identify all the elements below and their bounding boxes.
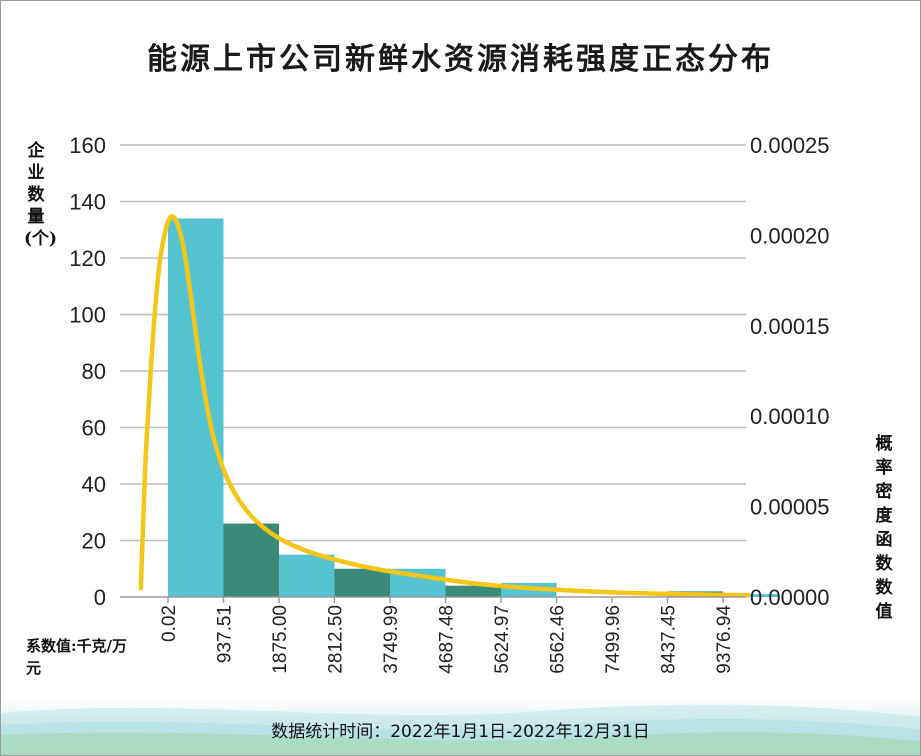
density-curve [138, 214, 751, 598]
x-tick-label: 9376.94 [714, 605, 735, 674]
histogram-bar [445, 585, 501, 597]
histogram-bar [168, 218, 224, 597]
x-tick-label: 8437.45 [659, 605, 680, 674]
histogram-bar [334, 568, 390, 597]
x-tick-label: 0.02 [159, 605, 180, 642]
y-tick-label: 100 [69, 303, 106, 328]
histogram-bar [723, 594, 779, 597]
histogram-bar [223, 523, 279, 597]
y-tick-label: 140 [69, 190, 106, 215]
x-axis-unit-label: 系数值:千克/万元 [26, 637, 128, 677]
y-tick-label: 0 [94, 585, 106, 610]
y-axis-label-right: 概率密度函数数值 [875, 434, 893, 622]
y2-tick-label: 0.00020 [750, 223, 830, 248]
histogram-bar [279, 554, 335, 597]
y2-tick-label: 0.00010 [750, 404, 830, 429]
x-tick-label: 6562.46 [548, 605, 569, 674]
y2-tick-label: 0.00015 [750, 314, 830, 339]
histogram-bars [168, 218, 779, 597]
y2-tick-label: 0.00005 [750, 495, 830, 520]
chart-title: 能源上市公司新鲜水资源消耗强度正态分布 [147, 42, 774, 77]
axes: 0 20 40 60 80 100 120 140 160 0.00000 0.00005 0.000… [69, 133, 829, 674]
x-tick-label: 2812.50 [326, 605, 347, 674]
y2-tick-label: 0.00025 [750, 133, 830, 158]
y-tick-label: 60 [82, 416, 106, 441]
x-tick-label: 4687.48 [437, 605, 458, 674]
x-tick-label: 1875.00 [270, 605, 291, 674]
x-tick-label: 5624.97 [492, 605, 513, 674]
footer-wave-graphic [1, 704, 920, 755]
x-tick-label: 7499.96 [603, 605, 624, 674]
y-tick-label: 20 [82, 529, 106, 554]
x-tick-label: 3749.99 [381, 605, 402, 674]
y-tick-label: 80 [82, 359, 106, 384]
y-tick-label: 160 [69, 133, 106, 158]
y2-tick-label: 0.00000 [750, 585, 830, 610]
data-period-note: 数据统计时间：2022年1月1日-2022年12月31日 [271, 722, 650, 742]
y-tick-label: 40 [82, 472, 106, 497]
gridlines [120, 144, 746, 542]
y-tick-label: 120 [69, 246, 106, 271]
x-tick-label: 937.51 [215, 605, 236, 663]
density-curve-layer [138, 214, 751, 598]
